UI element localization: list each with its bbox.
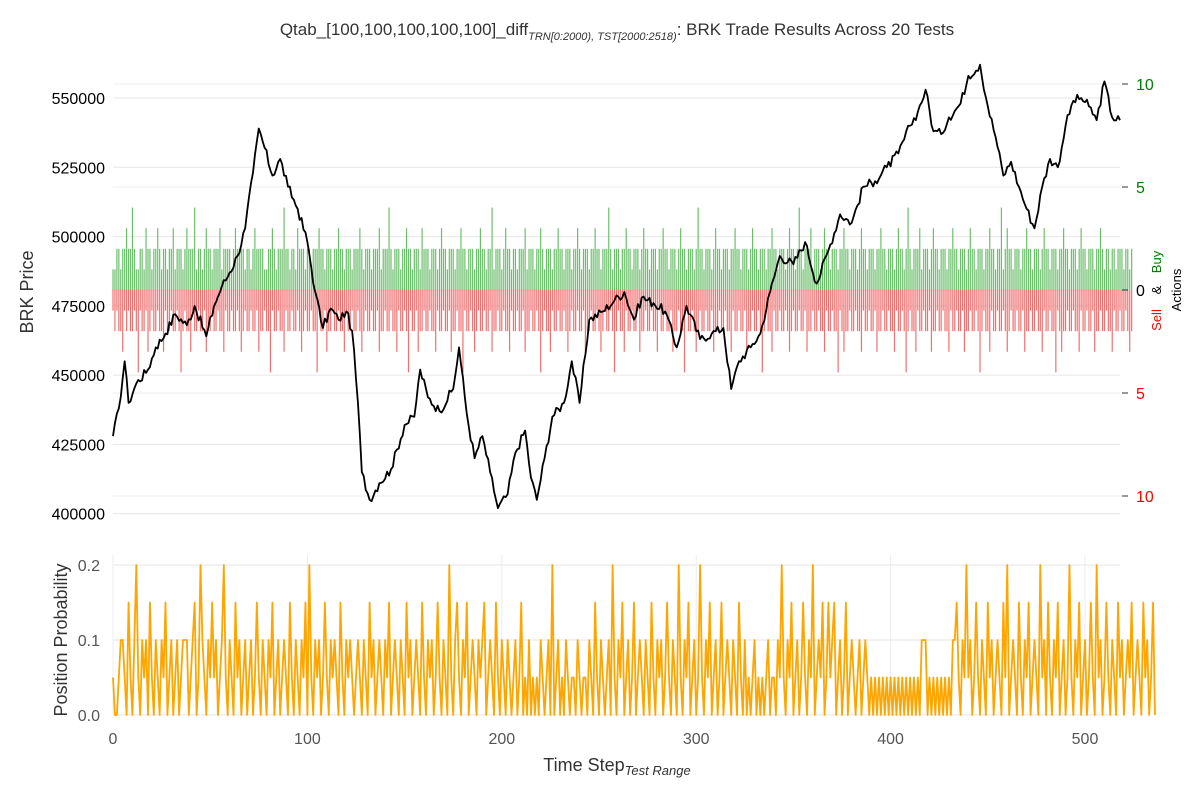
x-axis-ticks: 0 100 200 300 400 500 bbox=[109, 731, 1099, 748]
probability-y-label: Position Probability bbox=[51, 563, 71, 716]
x-tick-label: 300 bbox=[683, 731, 710, 748]
actions-y-label-buy: Buy bbox=[1149, 250, 1164, 273]
chart-title-prefix: Qtab_[100,100,100,100,100]_diff bbox=[280, 20, 529, 39]
probability-y-tick-label: 0.0 bbox=[78, 708, 100, 725]
actions-y-tick-label: 10 bbox=[1136, 489, 1154, 506]
x-axis-label-main: Time Step bbox=[543, 755, 624, 775]
x-tick-label: 100 bbox=[294, 731, 321, 748]
price-y-tick-label: 425000 bbox=[52, 437, 105, 454]
chart-title-subscript: TRN[0:2000), TST[2000:2518) bbox=[528, 31, 677, 43]
price-series-line bbox=[112, 63, 1121, 510]
price-y-tick-label: 450000 bbox=[52, 368, 105, 385]
x-tick-label: 0 bbox=[109, 731, 118, 748]
price-y-tick-label: 475000 bbox=[52, 299, 105, 316]
price-y-ticks: 400000 425000 450000 475000 500000 525000 5500… bbox=[52, 91, 105, 524]
probability-y-tick-label: 0.1 bbox=[78, 633, 100, 650]
x-tick-label: 200 bbox=[488, 731, 515, 748]
actions-y-tick-label: 0 bbox=[1136, 283, 1145, 300]
action-bars bbox=[112, 207, 1133, 373]
price-y-tick-label: 550000 bbox=[52, 91, 105, 108]
price-y-tick-label: 500000 bbox=[52, 230, 105, 247]
x-axis-label-subscript: Test Range bbox=[625, 763, 691, 778]
probability-y-ticks: 0.0 0.1 0.2 bbox=[78, 558, 100, 725]
probability-series-line bbox=[112, 564, 1156, 716]
chart-title-suffix: : BRK Trade Results Across 20 Tests bbox=[677, 20, 954, 39]
actions-y-tick-label: 5 bbox=[1136, 180, 1145, 197]
actions-y-tick-label: 5 bbox=[1136, 386, 1145, 403]
actions-y-tick-label: 10 bbox=[1136, 77, 1154, 94]
x-axis-label: Time StepTest Range bbox=[543, 755, 690, 778]
x-tick-label: 400 bbox=[877, 731, 904, 748]
price-y-tick-label: 525000 bbox=[52, 160, 105, 177]
chart-title: Qtab_[100,100,100,100,100]_diffTRN[0:200… bbox=[280, 20, 954, 43]
actions-y-label-actions: Actions bbox=[1169, 268, 1184, 311]
probability-y-tick-label: 0.2 bbox=[78, 558, 100, 575]
price-y-label: BRK Price bbox=[17, 250, 37, 333]
actions-y-label-sell: Sell bbox=[1149, 309, 1164, 331]
actions-y-ticks: 10 5 0 5 10 bbox=[1122, 77, 1154, 506]
actions-y-label-and: & bbox=[1149, 285, 1164, 294]
x-tick-label: 500 bbox=[1072, 731, 1099, 748]
price-y-tick-label: 400000 bbox=[52, 507, 105, 524]
